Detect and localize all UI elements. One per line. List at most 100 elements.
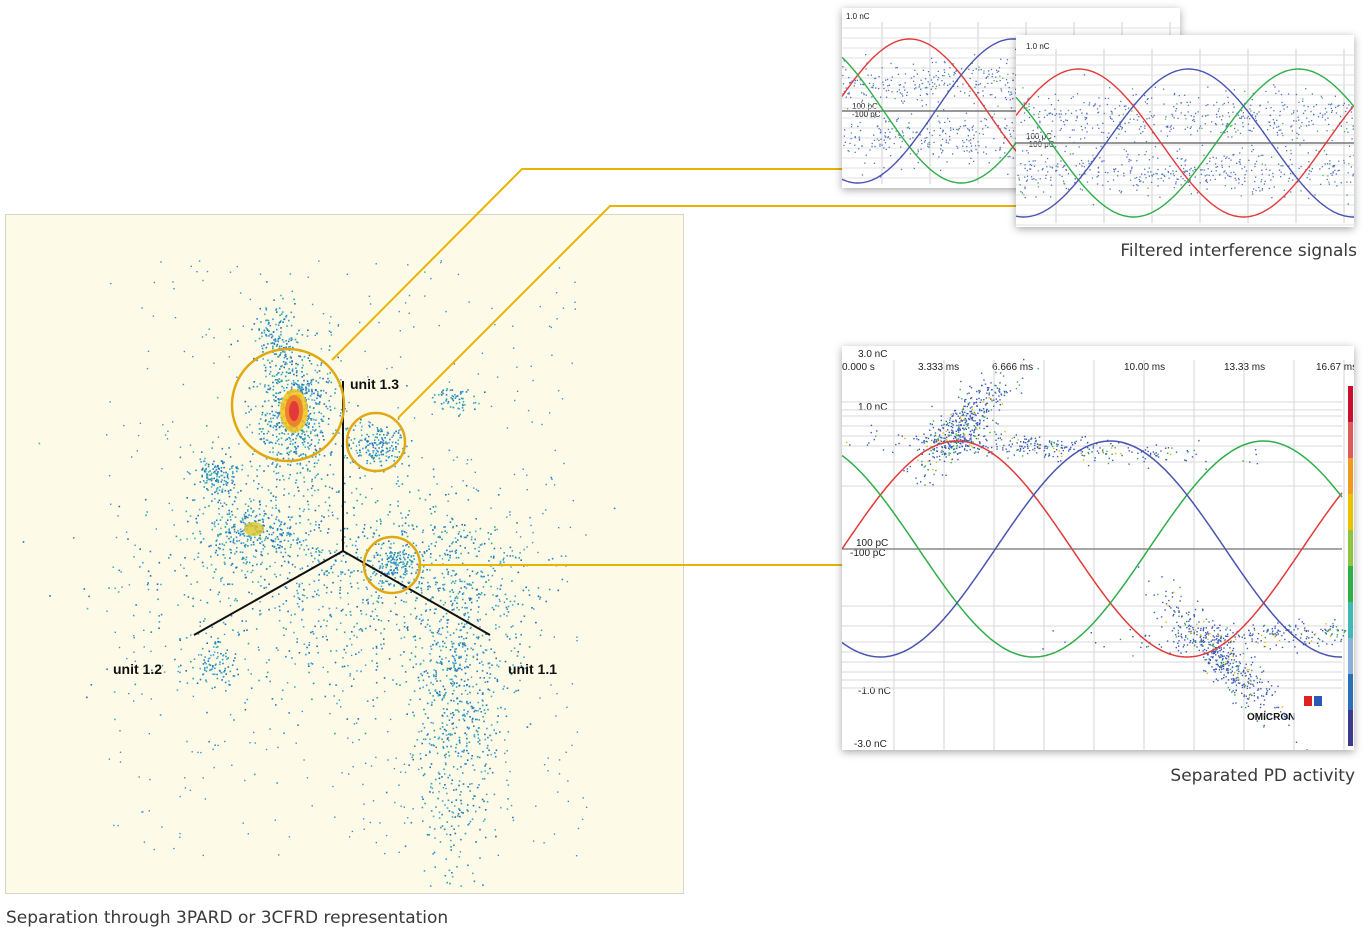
- scatter-point: [214, 673, 216, 676]
- scatter-point: [429, 608, 431, 611]
- scatter-point: [311, 456, 314, 458]
- scatter-point: [292, 539, 295, 541]
- scatter-point: [272, 531, 275, 534]
- scatter-point: [287, 453, 290, 456]
- scatter-point: [381, 563, 383, 565]
- scatter-point: [394, 571, 396, 574]
- noise-point: [896, 119, 898, 121]
- scatter-point: [245, 556, 248, 559]
- scatter-point: [515, 690, 517, 692]
- scatter-point: [215, 549, 218, 552]
- scatter-point: [298, 455, 300, 457]
- scatter-point: [288, 712, 290, 714]
- scatter-point: [183, 594, 186, 596]
- scatter-point: [385, 552, 387, 555]
- scatter-point: [341, 772, 343, 774]
- scatter-point: [455, 746, 457, 749]
- scatter-point: [264, 512, 266, 515]
- noise-point: [902, 132, 904, 134]
- scatter-point: [442, 732, 444, 735]
- scatter-point: [505, 633, 507, 636]
- noise-point: [946, 161, 948, 163]
- scatter-point: [223, 479, 226, 482]
- scatter-point: [207, 478, 210, 481]
- scatter-point: [465, 391, 468, 393]
- scatter-point: [398, 851, 400, 853]
- noise-point: [885, 148, 887, 151]
- scatter-point: [245, 558, 247, 561]
- scatter-point: [483, 720, 485, 723]
- scatter-point: [298, 515, 301, 517]
- noise-point: [931, 61, 934, 64]
- scatter-point: [330, 331, 332, 334]
- scatter-point: [366, 588, 368, 590]
- scatter-point: [131, 456, 133, 458]
- scatter-point: [452, 661, 454, 664]
- scatter-point: [250, 544, 253, 546]
- scatter-point: [192, 677, 194, 680]
- scatter-point: [361, 425, 363, 428]
- noise-point: [917, 161, 919, 164]
- scatter-point: [273, 398, 275, 401]
- scatter-point: [448, 381, 451, 383]
- noise-point: [939, 122, 941, 124]
- scatter-point: [197, 751, 199, 754]
- scatter-point: [360, 628, 362, 630]
- scatter-point: [276, 424, 279, 426]
- scatter-point: [330, 591, 333, 593]
- scatter-point: [259, 428, 262, 430]
- scatter-point: [457, 623, 460, 625]
- scatter-point: [381, 430, 383, 433]
- noise-point: [956, 128, 958, 131]
- scatter-point: [329, 372, 331, 374]
- scatter-point: [462, 751, 465, 753]
- scatter-point: [469, 701, 472, 704]
- scatter-point: [530, 365, 532, 367]
- scatter-point: [244, 503, 247, 505]
- scatter-point: [234, 526, 236, 528]
- scatter-point: [299, 462, 302, 465]
- scatter-point: [499, 600, 501, 603]
- scatter-point: [150, 698, 152, 700]
- scatter-point: [234, 653, 237, 655]
- scatter-point: [294, 482, 297, 484]
- scatter-point: [467, 611, 469, 614]
- scatter-point: [278, 354, 281, 357]
- scatter-point: [463, 614, 466, 617]
- scatter-point: [513, 600, 516, 603]
- scatter-point: [581, 818, 584, 821]
- scatter-point: [467, 389, 469, 391]
- noise-point: [850, 126, 853, 128]
- scatter-point: [456, 866, 458, 868]
- scatter-point: [221, 447, 224, 450]
- scatter-point: [474, 709, 476, 712]
- scatter-point: [49, 595, 51, 597]
- scatter-point: [146, 511, 148, 513]
- noise-point: [928, 146, 930, 148]
- scatter-point: [306, 544, 308, 547]
- scatter-point: [258, 329, 260, 331]
- scatter-point: [241, 517, 244, 520]
- scatter-point: [499, 562, 502, 564]
- scatter-point: [296, 589, 298, 592]
- scatter-point: [259, 273, 262, 275]
- scatter-point: [512, 625, 514, 627]
- scatter-point: [455, 686, 458, 688]
- scatter-point: [220, 578, 222, 580]
- scatter-point: [451, 604, 453, 607]
- scatter-point: [283, 523, 286, 526]
- scatter-point: [408, 565, 411, 568]
- back-y-m100pc-label: -100 pC: [852, 110, 881, 119]
- scatter-point: [537, 587, 540, 589]
- noise-point: [898, 84, 900, 86]
- scatter-point: [395, 561, 397, 564]
- scatter-point: [225, 484, 228, 486]
- scatter-point: [478, 662, 481, 664]
- scatter-point: [316, 593, 318, 596]
- scatter-point: [252, 541, 255, 543]
- scatter-point: [390, 565, 392, 568]
- scatter-point: [366, 700, 369, 702]
- noise-point: [980, 120, 982, 122]
- scatter-point: [174, 570, 176, 572]
- scatter-point: [476, 654, 478, 656]
